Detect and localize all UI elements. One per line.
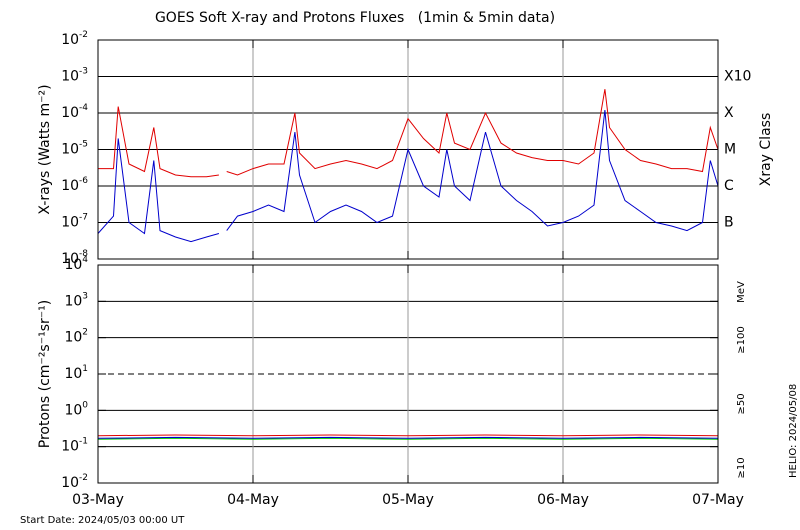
unit-label: MeV [736,281,747,303]
y-axis-label: X-rays (Watts m⁻²) [37,84,53,214]
y-tick-label: 10-4 [61,103,88,122]
y-tick-base: 10 [61,178,79,194]
y-tick-base: 10 [61,215,79,231]
y-tick-exponent: -2 [79,30,88,40]
y-tick-base: 10 [61,475,79,491]
y-tick-base: 10 [61,69,79,85]
y-tick-base: 10 [61,32,79,48]
y-tick-exponent: -6 [79,176,88,186]
series-line [97,434,719,437]
y-tick-label: 10-1 [61,436,88,455]
y-tick-base: 10 [64,257,82,273]
y-tick-exponent: -1 [79,436,88,446]
y-tick-label: 102 [64,327,88,346]
y-tick-label: 10-2 [61,30,88,49]
series-line [97,436,719,439]
y-tick-exponent: 0 [82,400,88,410]
y-tick-exponent: 2 [82,327,88,337]
y-tick-base: 10 [61,251,79,267]
legend-label: ≥10 [736,457,747,478]
y2-tick-label: M [724,142,736,158]
chart-title: GOES Soft X-ray and Protons Fluxes (1min… [155,10,555,26]
y2-tick-label: B [724,215,734,231]
x-tick-label: 05-May [382,492,434,508]
y2-tick-label: X [724,105,734,121]
y-tick-label: 104 [64,255,88,274]
y-tick-base: 10 [61,439,79,455]
y-tick-base: 10 [64,402,82,418]
y-tick-label: 100 [64,400,88,419]
y-tick-exponent: -8 [79,249,88,259]
y-tick-exponent: -7 [79,212,88,222]
y-tick-label: 10-3 [61,66,88,85]
y2-axis-label: Xray Class [758,113,774,187]
x-tick-label: 03-May [72,492,124,508]
y-tick-label: 10-5 [61,139,88,158]
series-line [97,110,719,243]
series-line [97,437,719,440]
y-tick-exponent: 4 [82,255,88,265]
y-tick-base: 10 [64,330,82,346]
y-tick-exponent: 3 [82,291,88,301]
plot-frame [97,39,719,260]
y-tick-exponent: -3 [79,66,88,76]
x-tick-label: 04-May [227,492,279,508]
y-tick-exponent: 1 [82,364,88,374]
x-tick-label: 06-May [537,492,589,508]
credit: HELIO: 2024/05/08 [788,384,799,478]
y-tick-label: 10-6 [61,176,88,195]
plot-frame [97,264,719,484]
footer: Start Date: 2024/05/03 00:00 UT [20,515,185,526]
y-tick-label: 10-8 [61,249,88,268]
y-tick-base: 10 [64,293,82,309]
y-tick-exponent: -5 [79,139,88,149]
legend-label: ≥100 [736,326,747,353]
y-tick-label: 101 [64,364,88,383]
y-tick-label: 103 [64,291,88,310]
y-tick-exponent: -4 [79,103,88,113]
y-axis-label: Protons (cm⁻²s⁻¹sr⁻¹) [37,300,53,449]
y-tick-base: 10 [64,366,82,382]
series-line [98,89,719,178]
x-tick-label: 07-May [692,492,744,508]
legend-label: ≥50 [736,393,747,414]
y-tick-base: 10 [61,105,79,121]
y-tick-label: 10-7 [61,212,88,231]
y-tick-label: 10-2 [61,473,88,492]
y-tick-exponent: -2 [79,473,88,483]
y-tick-base: 10 [61,142,79,158]
y2-tick-label: X10 [724,69,751,85]
y2-tick-label: C [724,178,734,194]
